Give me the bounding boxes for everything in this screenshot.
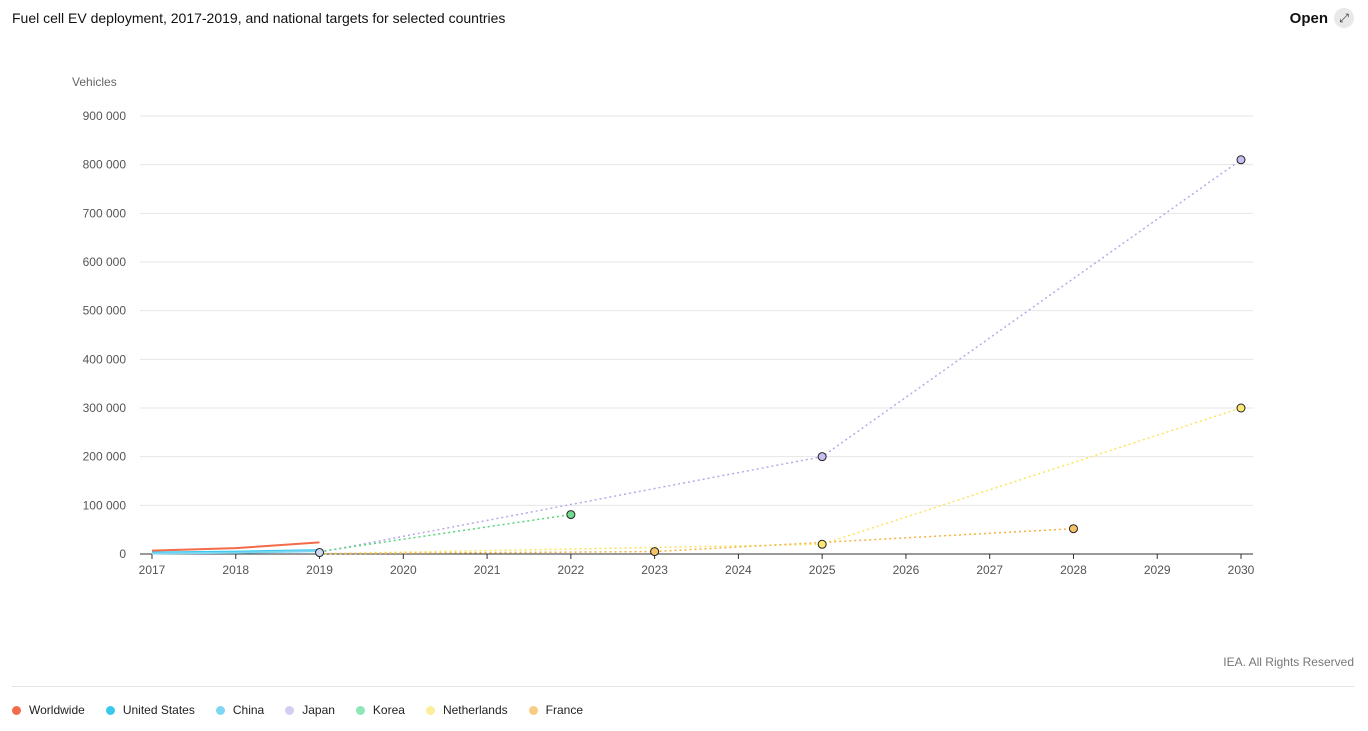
x-tick-label: 2019 — [306, 563, 333, 577]
legend-label: France — [545, 703, 584, 717]
legend-swatch — [528, 705, 538, 715]
legend-label: China — [232, 703, 265, 717]
legend-item-japan[interactable]: Japan — [285, 703, 335, 717]
legend-label: Worldwide — [29, 703, 85, 717]
y-tick-label: 300 000 — [83, 401, 127, 415]
y-tick-label: 800 000 — [83, 158, 127, 172]
expand-icon: ⤢ — [1334, 8, 1354, 28]
x-tick-label: 2018 — [222, 563, 249, 577]
y-tick-label: 700 000 — [83, 206, 127, 220]
y-tick-label: 900 000 — [83, 109, 127, 123]
x-tick-label: 2021 — [474, 563, 501, 577]
legend-label: United States — [122, 703, 195, 717]
x-tick-label: 2025 — [809, 563, 836, 577]
legend-label: Korea — [372, 703, 405, 717]
legend-item-worldwide[interactable]: Worldwide — [12, 703, 85, 717]
x-tick-label: 2022 — [557, 563, 584, 577]
x-tick-label: 2028 — [1060, 563, 1087, 577]
series-line-worldwide — [151, 541, 320, 552]
legend-swatch — [215, 705, 225, 715]
target-line-netherlands — [319, 407, 1242, 555]
target-point-japan — [1236, 155, 1246, 165]
y-tick-label: 100 000 — [83, 498, 127, 512]
y-axis-label: Vehicles — [72, 75, 117, 89]
legend-item-korea[interactable]: Korea — [355, 703, 405, 717]
x-tick-label: 2026 — [893, 563, 920, 577]
y-tick-label: 0 — [119, 547, 126, 561]
series-line-united-states — [151, 549, 320, 554]
chart-legend: Worldwide United States China Japan Korea Net… — [12, 703, 583, 717]
target-line-japan — [319, 159, 1242, 554]
legend-swatch — [12, 705, 21, 715]
target-point-france — [1068, 524, 1078, 534]
legend-swatch — [425, 705, 435, 715]
chart-canvas: Vehicles 0 100 000 200 000 300 000 400 000 500… — [72, 75, 1255, 577]
target-point-japan — [817, 452, 827, 462]
x-tick-label: 2020 — [390, 563, 417, 577]
legend-item-netherlands[interactable]: Netherlands — [425, 703, 508, 717]
target-point-korea — [566, 510, 576, 520]
y-tick-label: 600 000 — [83, 255, 127, 269]
copyright-notice: IEA. All Rights Reserved — [1223, 655, 1354, 669]
target-point-netherlands — [1236, 403, 1246, 413]
target-point-france — [650, 547, 660, 557]
base-point-marker — [315, 548, 325, 558]
x-tick-label: 2023 — [641, 563, 668, 577]
chart-title: Fuel cell EV deployment, 2017-2019, and … — [12, 10, 506, 26]
x-tick-label: 2024 — [725, 563, 752, 577]
target-line-france — [319, 527, 1074, 555]
x-tick-label: 2027 — [976, 563, 1003, 577]
y-tick-label: 500 000 — [83, 304, 127, 318]
legend-swatch — [355, 705, 365, 715]
series-line-china — [151, 550, 320, 555]
legend-divider — [12, 686, 1354, 687]
x-tick-label: 2029 — [1144, 563, 1171, 577]
target-line-korea — [319, 513, 571, 553]
legend-label: Japan — [302, 703, 335, 717]
y-tick-label: 400 000 — [83, 352, 127, 366]
legend-item-china[interactable]: China — [215, 703, 265, 717]
x-tick-label: 2017 — [139, 563, 166, 577]
legend-label: Netherlands — [442, 703, 508, 717]
target-point-netherlands — [817, 539, 827, 549]
legend-item-france[interactable]: France — [528, 703, 584, 717]
legend-swatch — [285, 705, 295, 715]
y-tick-label: 200 000 — [83, 450, 127, 464]
legend-swatch — [105, 705, 115, 715]
open-button-label: Open — [1289, 9, 1328, 27]
legend-item-united-states[interactable]: United States — [105, 703, 195, 717]
open-button[interactable]: Open ⤢ — [1290, 8, 1354, 28]
x-tick-label: 2030 — [1228, 563, 1255, 577]
